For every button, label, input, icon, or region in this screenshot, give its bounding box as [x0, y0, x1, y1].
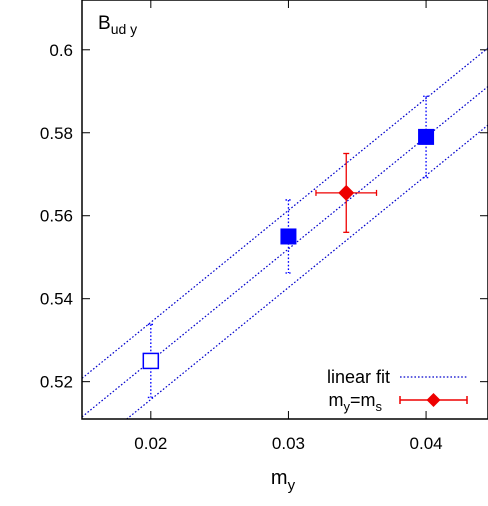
y-tick-label: 0.58	[40, 124, 73, 143]
fit-band-lower	[125, 124, 488, 419]
y-tick-label: 0.56	[40, 207, 73, 226]
y-tick-label: 0.6	[49, 41, 73, 60]
axis-ticks: 0.52 0.54 0.56 0.58 0.6 0.02 0.03 0.04	[40, 0, 488, 453]
legend-label-eq-m: =m	[350, 390, 376, 410]
legend-label-my-ms: my=ms	[328, 390, 382, 414]
y-tick-label: 0.54	[40, 290, 73, 309]
legend-swatch-my-ms	[399, 393, 468, 407]
fit-band-upper	[82, 47, 488, 379]
x-tick-label: 0.03	[272, 434, 305, 453]
x-axis-label-main: m	[271, 467, 288, 489]
data-point-filled-square	[280, 228, 297, 245]
legend-swatch-diamond	[426, 393, 441, 407]
x-tick-label: 0.02	[134, 434, 167, 453]
y-tick-label: 0.52	[40, 373, 73, 392]
data-point-filled-square	[418, 128, 435, 145]
x-axis-label-sub: y	[288, 477, 296, 494]
panel-label-main: B	[98, 13, 111, 34]
x-axis-label: my	[271, 467, 296, 494]
legend-label-y-sub: y	[343, 399, 350, 414]
legend-label-m: m	[328, 390, 343, 410]
legend: linear fit my=ms	[327, 367, 468, 414]
plot-frame	[81, 0, 488, 420]
legend-label-fit: linear fit	[327, 367, 390, 387]
data-point-diamond	[338, 184, 355, 201]
x-tick-label: 0.04	[410, 434, 443, 453]
data-points	[142, 95, 435, 399]
data-point-open-square	[142, 352, 160, 370]
legend-label-s-sub: s	[376, 399, 383, 414]
panel-label: Bud y	[98, 13, 137, 37]
panel-label-sub: ud y	[111, 21, 137, 37]
